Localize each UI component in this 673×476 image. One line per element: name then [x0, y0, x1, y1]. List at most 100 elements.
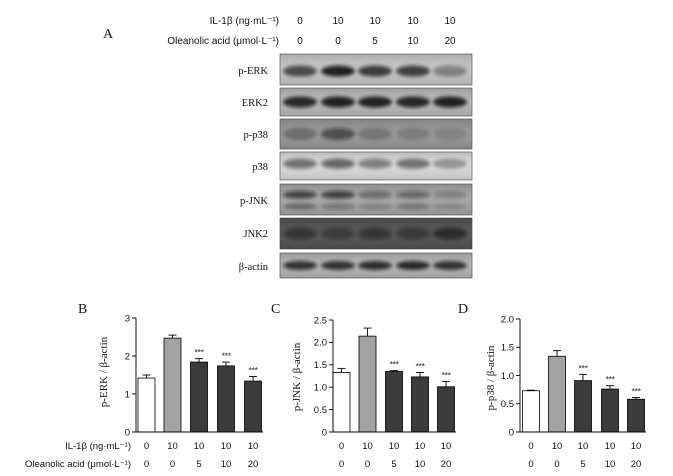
x-label-oleanolic: 5	[391, 459, 396, 470]
x-label-oleanolic: 0	[144, 459, 149, 470]
y-tick-label: 0	[509, 427, 514, 438]
panel-c-label: C	[271, 302, 280, 317]
oleanolic-row-label: Oleanolic acid (μmol·L⁻¹)	[25, 459, 131, 470]
bar	[358, 335, 377, 433]
blot-sheen	[280, 253, 472, 278]
x-label-il1b: 10	[167, 441, 178, 452]
x-label-oleanolic: 0	[554, 459, 559, 470]
y-tick-label: 2.0	[314, 338, 327, 349]
il1b-header-value: 0	[297, 16, 303, 27]
blot-strip	[279, 118, 473, 150]
x-label-il1b: 10	[578, 441, 589, 452]
significance-label: ***	[605, 375, 615, 385]
x-label-il1b: 0	[144, 441, 149, 452]
y-axis-label: p-JNK / β-actin	[291, 342, 303, 411]
y-tick-label: 1.5	[314, 360, 327, 371]
blot-labels: p-ERK ERK2 p-p38 p38 p-JNK JNK2 β-actin	[238, 66, 268, 273]
oleanolic-header-value: 0	[297, 36, 303, 47]
x-label-oleanolic: 5	[580, 459, 585, 470]
bar	[385, 371, 403, 433]
x-label-il1b: 10	[248, 441, 259, 452]
blot-border	[279, 151, 473, 181]
blot-strip	[279, 183, 473, 216]
panel-b-chart: B p-ERK / β-actin 00100***105***1010***1…	[78, 302, 263, 470]
y-axis-label: p-p38 / β-actin	[485, 345, 497, 410]
x-label-il1b: 10	[194, 441, 205, 452]
x-label-oleanolic: 10	[415, 459, 426, 470]
panel-c-chart: C p-JNK / β-actin 0 0 10 0 *** 10 5 *** 10 10 *** 1…	[271, 302, 456, 470]
significance-label: ***	[631, 387, 641, 397]
significance-label: ***	[415, 361, 425, 371]
significance-label: ***	[221, 351, 231, 361]
y-tick-label: 2	[125, 351, 130, 362]
x-label-il1b: 10	[362, 441, 373, 452]
western-blot-image	[279, 53, 473, 279]
y-tick-label: 2.5	[314, 315, 327, 326]
x-label-il1b: 10	[441, 441, 452, 452]
panel-d-chart: D p-p38 / β-actin 0 0 10 0 *** 10 5 *** 10 10 *** 1…	[458, 302, 646, 470]
x-label-oleanolic: 0	[528, 459, 533, 470]
panel-b-label: B	[78, 302, 87, 317]
bar	[190, 361, 208, 433]
bar	[137, 377, 156, 433]
il1b-header-value: 10	[407, 16, 419, 27]
x-label-il1b: 10	[631, 441, 642, 452]
oleanolic-header-value: 10	[407, 36, 419, 47]
x-label-il1b: 0	[528, 441, 533, 452]
blot-border	[279, 53, 473, 86]
y-tick-label: 1	[125, 389, 130, 400]
panel-d-label: D	[458, 302, 468, 317]
y-tick-label: 0	[125, 427, 130, 438]
bar	[548, 355, 566, 433]
blot-label-p-jnk: p-JNK	[240, 196, 268, 207]
blot-border	[279, 118, 473, 150]
blot-strip	[279, 217, 473, 250]
blot-strip	[279, 53, 473, 86]
blot-strip	[279, 252, 473, 279]
x-label-oleanolic: 0	[339, 459, 344, 470]
bar	[163, 337, 182, 433]
oleanolic-header-value: 5	[372, 36, 378, 47]
y-tick-label: 3	[125, 313, 130, 324]
blot-label-jnk2: JNK2	[243, 229, 268, 240]
significance-label: ***	[248, 366, 258, 376]
oleanolic-header-value: 0	[335, 36, 341, 47]
blot-label-p38: p38	[252, 162, 268, 173]
y-tick-label: 0.5	[314, 405, 327, 416]
blot-sheen	[280, 184, 472, 215]
y-tick-label: 1.0	[314, 383, 327, 394]
x-label-il1b: 10	[221, 441, 232, 452]
y-tick-label: 1.5	[501, 343, 514, 354]
oleanolic-header-value: 20	[444, 36, 456, 47]
blot-strip	[279, 151, 473, 181]
y-tick-label: 0	[322, 427, 327, 438]
bar	[574, 380, 592, 433]
blot-sheen	[280, 218, 472, 249]
panel-a: A IL-1β (ng·mL⁻¹) 0 10 10 10 10 Oleanoli…	[103, 16, 473, 279]
blot-sheen	[280, 152, 472, 180]
x-label-oleanolic: 20	[441, 459, 452, 470]
x-label-oleanolic: 20	[631, 459, 642, 470]
blot-sheen	[280, 54, 472, 85]
chart-plot-area: 0 0 10 0 *** 10 5 *** 10 10 *** 10 20 0 1 2 3	[125, 313, 263, 470]
bar	[601, 388, 619, 433]
x-axis-row-labels: IL-1β (ng·mL⁻¹) Oleanolic acid (μmol·L⁻¹…	[25, 441, 131, 470]
bar	[217, 365, 235, 433]
blot-sheen	[280, 119, 472, 149]
bar	[522, 390, 540, 433]
il1b-header-value: 10	[369, 16, 381, 27]
y-tick-label: 1.0	[501, 371, 514, 382]
bar	[627, 398, 645, 433]
significance-label: ***	[441, 370, 451, 380]
chart-plot-area: 0 0 10 0 *** 10 5 *** 10 10 *** 10 20 0 0.5 1.0 1.5 2.0	[501, 314, 646, 470]
blot-border	[279, 183, 473, 216]
x-label-il1b: 0	[339, 441, 344, 452]
il1b-header-label: IL-1β (ng·mL⁻¹)	[210, 16, 279, 27]
x-label-oleanolic: 20	[248, 459, 259, 470]
x-label-il1b: 10	[389, 441, 400, 452]
bar	[411, 376, 429, 433]
il1b-header-value: 10	[332, 16, 344, 27]
significance-label: ***	[389, 360, 399, 370]
x-label-oleanolic: 10	[221, 459, 232, 470]
